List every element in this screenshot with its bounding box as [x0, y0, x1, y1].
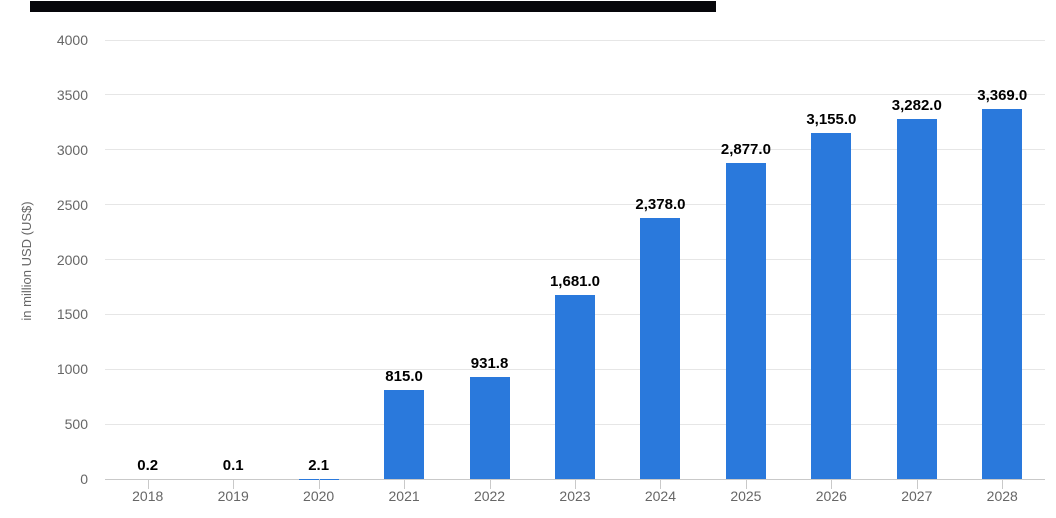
- x-tick-label: 2025: [730, 488, 762, 504]
- bar-slot: 2.1: [276, 40, 361, 479]
- value-label: 815.0: [385, 367, 423, 385]
- bar-slot: 2,378.0: [618, 40, 703, 479]
- y-tick-label: 4000: [56, 32, 88, 48]
- value-label: 2,877.0: [720, 141, 771, 159]
- x-axis-tick: [1002, 479, 1004, 489]
- bar-2026[interactable]: [811, 132, 852, 479]
- x-axis-tick: [831, 479, 833, 489]
- x-axis-tick: [916, 479, 918, 489]
- y-axis-title: in million USD (US$): [19, 201, 34, 321]
- gridline: [105, 94, 1045, 96]
- x-axis-tick: [745, 479, 747, 489]
- bar-2027[interactable]: [896, 118, 937, 479]
- value-label: 931.8: [470, 354, 509, 372]
- bar-slot: 931.8: [447, 40, 532, 479]
- x-axis-tick: [575, 479, 576, 489]
- bar-slot: 3,282.0: [874, 40, 959, 479]
- value-label: 0.2: [137, 456, 159, 474]
- bar-slot: 0.2: [105, 40, 190, 479]
- redacted-title-bar: [30, 1, 716, 12]
- bar-slot: 2,877.0: [703, 40, 788, 479]
- gridline: [105, 204, 1045, 206]
- x-tick-label: 2021: [388, 488, 420, 504]
- x-tick-label: 2020: [303, 488, 335, 504]
- y-tick-label: 3500: [56, 86, 88, 103]
- y-tick-label: 1500: [56, 306, 88, 323]
- x-tick-label: 2026: [815, 488, 847, 504]
- x-tick-label: 2022: [473, 488, 506, 504]
- gridline: [105, 149, 1045, 151]
- bar-slot: 815.0: [361, 40, 446, 479]
- x-tick-label: 2024: [644, 488, 677, 504]
- x-tick-label: 2027: [901, 488, 933, 504]
- y-tick-label: 0: [80, 471, 88, 487]
- x-axis-tick: [318, 479, 320, 489]
- gridline: [105, 39, 1045, 41]
- x-tick-label: 2019: [217, 488, 249, 504]
- bar-slot: 3,369.0: [960, 40, 1045, 479]
- gridline: [105, 259, 1045, 260]
- bar-slot: 1,681.0: [532, 40, 617, 479]
- x-axis-tick: [489, 479, 491, 489]
- x-axis-tick: [233, 479, 235, 489]
- bar-2023[interactable]: [554, 294, 595, 479]
- value-label: 3,155.0: [806, 110, 857, 128]
- y-tick-label: 2500: [56, 196, 88, 213]
- bar-2028[interactable]: [982, 109, 1023, 479]
- x-tick-label: 2018: [132, 488, 164, 504]
- x-tick-label: 2028: [986, 488, 1018, 504]
- value-label: 3,282.0: [891, 96, 942, 114]
- x-axis-tick: [660, 479, 662, 489]
- value-label: 1,681.0: [549, 272, 601, 290]
- y-tick-label: 2000: [56, 251, 88, 268]
- bar-2022[interactable]: [469, 376, 510, 479]
- x-tick-label: 2023: [559, 488, 591, 504]
- x-axis-tick: [147, 479, 149, 489]
- y-tick-label: 3000: [56, 141, 88, 158]
- bar-2024[interactable]: [640, 218, 681, 479]
- bar-slot: 3,155.0: [789, 40, 874, 479]
- value-label: 3,369.0: [977, 87, 1028, 105]
- x-axis-tick: [404, 479, 406, 489]
- value-label: 0.1: [222, 457, 244, 474]
- value-label: 2,378.0: [635, 196, 686, 214]
- bar-2021[interactable]: [384, 389, 425, 479]
- bar-slot: 0.1: [190, 40, 275, 479]
- bar-2025[interactable]: [725, 163, 766, 479]
- value-label: 2.1: [308, 456, 330, 474]
- y-tick-label: 500: [64, 416, 88, 433]
- y-tick-label: 1000: [56, 361, 88, 378]
